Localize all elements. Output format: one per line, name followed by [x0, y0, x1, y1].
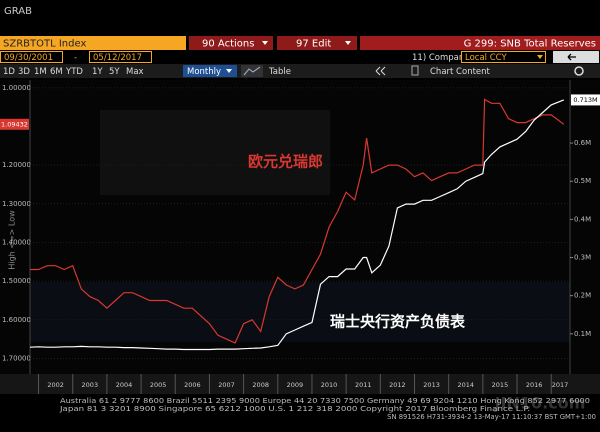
x-tick-label: 2012: [389, 381, 406, 389]
footer-line: Australia 61 2 9777 8600 Brazil 5511 239…: [60, 397, 590, 405]
x-tick-label: 2016: [526, 381, 543, 389]
start-date[interactable]: 09/30/2001: [4, 53, 53, 63]
range-button[interactable]: 1M: [34, 67, 47, 77]
x-tick-label: 2005: [150, 381, 167, 389]
range-button[interactable]: YTD: [65, 67, 83, 77]
y2-tick-label: 0.1M: [574, 330, 591, 338]
x-tick-label: 2002: [47, 381, 64, 389]
edit-button[interactable]: [277, 36, 357, 50]
start-date-field[interactable]: [0, 51, 63, 63]
y2-tick-label: 0.5M: [574, 177, 591, 185]
currency[interactable]: Local CCY: [465, 53, 507, 63]
dropdown-arrow: [262, 41, 268, 45]
x-tick-label: 2004: [116, 381, 133, 389]
watermark: JIN10.com: [494, 394, 586, 413]
footer-line: Japan 81 3 3201 8900 Singapore 65 6212 1…: [59, 405, 530, 413]
series-line: [29, 99, 565, 351]
y2-tick-label: 0.4M: [574, 215, 591, 223]
range-button[interactable]: 5Y: [109, 67, 120, 77]
x-tick-label: 2015: [492, 381, 509, 389]
window-title: GRAB: [4, 6, 32, 17]
series-name: 欧元兑瑞郎: [248, 153, 323, 171]
x-tick-label: 2003: [82, 381, 99, 389]
back-arrow: [567, 53, 576, 61]
series-line: [30, 98, 565, 344]
range-buttons: 1D 3D 1M 6M YTD 1Y 5Y Max: [3, 67, 144, 77]
security[interactable]: SZRBTOTL Index: [3, 39, 86, 50]
x-tick-label: 2013: [423, 381, 440, 389]
chart-icon: [243, 66, 261, 76]
plot: 1.00000 1.20000 1.30000 1.40000 1.50000 1.600…: [0, 84, 600, 394]
y-tick-label: 1.70000: [2, 354, 31, 362]
y-tick-label: 1.50000: [2, 277, 31, 285]
compare[interactable]: 11) Compare: [412, 53, 467, 63]
value-badge: [571, 94, 600, 106]
panel-icon: [411, 65, 419, 76]
end-date[interactable]: 05/12/2017: [93, 53, 142, 63]
chart-toolbar: [0, 64, 600, 78]
collapse-icon[interactable]: [375, 66, 386, 76]
x-tick-label: 2006: [184, 381, 201, 389]
end-date-field[interactable]: [89, 51, 152, 63]
x-tick-label: 2014: [457, 381, 474, 389]
y-axis-label: High <=> Low: [8, 210, 17, 270]
plot-band: [100, 110, 330, 195]
value-label: 1.09432: [1, 120, 28, 128]
edit[interactable]: 97 Edit: [296, 39, 331, 50]
x-tick-label: 2010: [321, 381, 338, 389]
x-tick-label: 2011: [355, 381, 372, 389]
y-tick-label: 1.40000: [2, 238, 31, 246]
actions[interactable]: 90 Actions: [202, 39, 254, 50]
range-button[interactable]: 1Y: [92, 67, 103, 77]
security-field[interactable]: [0, 36, 186, 50]
dropdown-arrow: [226, 69, 232, 73]
y-tick-label: 1.30000: [2, 200, 31, 208]
footer-line: SN 891526 H731-3934-2 13-May-17 11:10:37…: [387, 413, 596, 421]
x-tick-label: 2017: [552, 381, 569, 389]
y-tick-label: 1.60000: [2, 316, 31, 324]
value-label: 0.713M: [573, 96, 597, 104]
series-name: 瑞士央行资产负债表: [330, 313, 466, 331]
x-tick-label: 2008: [252, 381, 269, 389]
range-button[interactable]: 6M: [50, 67, 63, 77]
frequency[interactable]: Monthly: [187, 67, 221, 77]
y2-tick-label: 0.3M: [574, 254, 591, 262]
dropdown-arrow: [537, 55, 543, 59]
y-tick-label: 1.00000: [2, 84, 31, 92]
y2-tick-label: 0.2M: [574, 292, 591, 300]
range-button[interactable]: Max: [126, 67, 144, 77]
footer: Australia 61 2 9777 8600 Brazil 5511 239…: [59, 397, 596, 421]
settings-icon[interactable]: [574, 66, 584, 76]
dropdown-arrow: [345, 41, 351, 45]
y-tick-label: 1.20000: [2, 161, 31, 169]
value-badge: [0, 118, 29, 130]
function: G 299: SNB Total Reserves: [464, 39, 596, 50]
function-bar: [360, 36, 600, 50]
plot-band: [30, 282, 570, 342]
range-button[interactable]: 1D: [3, 67, 15, 77]
x-axis-strip: [0, 374, 600, 394]
currency-field[interactable]: [461, 51, 546, 63]
range-button[interactable]: 3D: [18, 67, 30, 77]
y2-tick-label: 0.6M: [574, 139, 591, 147]
x-tick-label: 2009: [287, 381, 304, 389]
chart-content[interactable]: Chart Content: [430, 67, 491, 77]
date-separator: -: [74, 53, 77, 63]
x-tick-label: 2007: [218, 381, 235, 389]
actions-button[interactable]: [189, 36, 273, 50]
frequency-button[interactable]: [183, 65, 237, 77]
table-button[interactable]: Table: [268, 67, 291, 77]
